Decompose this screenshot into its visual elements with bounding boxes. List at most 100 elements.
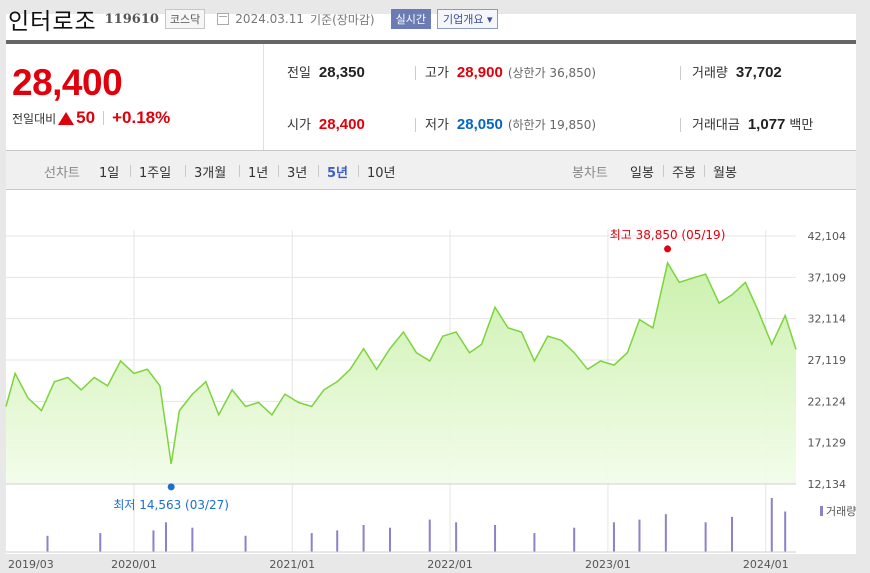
tab-1d[interactable]: 1일	[99, 166, 120, 181]
volume-bar	[244, 535, 247, 552]
divider	[103, 111, 105, 125]
volume-bar	[770, 498, 773, 552]
volume-bar	[99, 533, 102, 552]
max-annotation: 최고 38,850 (05/19)	[610, 228, 726, 242]
volume-legend-swatch	[820, 506, 823, 516]
divider	[415, 66, 416, 80]
price-change: 전일대비 50 +0.18%	[12, 108, 170, 128]
tab-3m[interactable]: 3개월	[194, 166, 227, 181]
header: 인터로조 119610 코스닥 2024.03.11 기준(장마감) 실시간 기…	[8, 2, 499, 36]
volume-bar	[731, 516, 734, 552]
divider	[185, 165, 186, 177]
divider	[680, 118, 681, 132]
min-point-marker	[167, 483, 175, 491]
volume-bar	[310, 533, 313, 552]
company-overview-button[interactable]: 기업개요 ▾	[436, 9, 499, 29]
tab-10y[interactable]: 10년	[367, 166, 396, 181]
volume-bar	[336, 530, 339, 552]
y-tick-label: 32,114	[808, 313, 847, 326]
volume-bar	[152, 530, 155, 552]
divider	[704, 165, 705, 177]
tab-monthly[interactable]: 월봉	[713, 166, 737, 181]
divider	[278, 165, 279, 177]
stat-volume: 거래량 37,702	[692, 62, 782, 81]
volume-bar	[784, 511, 787, 552]
stat-label: 시가	[287, 118, 311, 133]
price-area	[6, 262, 796, 484]
divider	[318, 165, 319, 177]
stat-low: 저가 28,050 (하한가 19,850)	[425, 114, 596, 133]
volume-bar	[664, 514, 667, 552]
volume-bar	[533, 533, 536, 552]
tab-5y[interactable]: 5년	[327, 166, 349, 181]
up-triangle-icon	[58, 111, 75, 125]
volume-bar	[638, 519, 641, 552]
x-tick-label: 2021/01	[269, 558, 315, 571]
tab-daily[interactable]: 일봉	[630, 166, 654, 181]
volume-bar	[428, 519, 431, 552]
current-price: 28,400	[12, 62, 123, 103]
volume-bar	[494, 525, 497, 552]
current-price-box: 28,400 전일대비 50 +0.18%	[6, 44, 264, 150]
volume-bar	[704, 522, 707, 552]
stat-label: 고가	[425, 66, 449, 81]
y-tick-label: 22,124	[808, 395, 847, 408]
upper-limit: (상한가 36,850)	[507, 66, 597, 80]
stat-value: 37,702	[735, 64, 782, 81]
stat-value: 28,350	[318, 64, 365, 81]
stat-label: 거래량	[692, 66, 728, 81]
volume-bar	[612, 522, 615, 552]
lower-limit: (하한가 19,850)	[507, 118, 597, 132]
stat-value: 1,077	[747, 116, 786, 133]
candle-chart-label: 봉차트	[572, 166, 608, 181]
max-point-marker	[664, 245, 672, 253]
tab-3y[interactable]: 3년	[287, 166, 308, 181]
tab-weekly[interactable]: 주봉	[672, 166, 696, 181]
volume-bar	[362, 525, 365, 552]
stat-label: 저가	[425, 118, 449, 133]
x-tick-label: 2020/01	[111, 558, 157, 571]
tab-1y[interactable]: 1년	[248, 166, 269, 181]
company-name: 인터로조	[8, 9, 97, 35]
quote-date: 2024.03.11	[235, 12, 305, 26]
y-tick-label: 27,119	[808, 354, 847, 367]
divider	[663, 165, 664, 177]
stat-value: 28,900	[456, 64, 503, 81]
y-tick-label: 17,129	[808, 437, 847, 450]
quote-basis: 기준(장마감)	[310, 12, 375, 27]
y-tick-label: 12,134	[808, 478, 847, 491]
chart-period-tabs: 선차트 1일 1주일 3개월 1년 3년 5년 10년 봉차트 일봉 주봉 월봉	[6, 150, 856, 190]
stat-unit: 백만	[789, 118, 814, 133]
quote-stats: 전일 28,350 고가 28,900 (상한가 36,850) 거래량 37,…	[265, 44, 856, 150]
volume-bar	[455, 522, 458, 552]
header-divider	[6, 40, 856, 44]
divider	[239, 165, 240, 177]
calendar-icon	[217, 13, 230, 25]
stat-value: 28,400	[318, 116, 365, 133]
stat-prev-close: 전일 28,350	[287, 62, 365, 81]
price-line	[5, 260, 797, 465]
stat-label: 전일	[287, 66, 311, 81]
y-tick-label: 42,104	[808, 230, 847, 243]
x-tick-label: 2022/01	[427, 558, 473, 571]
x-tick-label: 2024/01	[743, 558, 789, 571]
x-tick-label: 2023/01	[585, 558, 631, 571]
divider	[130, 165, 131, 177]
divider	[415, 118, 416, 132]
change-amount: 50	[76, 108, 96, 127]
change-percent: +0.18%	[112, 108, 171, 127]
market-badge: 코스닥	[164, 9, 206, 29]
line-chart-label: 선차트	[44, 166, 80, 181]
volume-bar	[191, 527, 194, 552]
x-tick-label: 2019/03	[8, 558, 54, 571]
stock-code: 119610	[104, 11, 159, 27]
volume-bar	[164, 522, 167, 552]
tab-1w[interactable]: 1주일	[139, 166, 172, 181]
min-annotation: 최저 14,563 (03/27)	[113, 498, 229, 512]
divider	[358, 165, 359, 177]
stat-value: 28,050	[456, 116, 503, 133]
stat-turnover: 거래대금 1,077 백만	[692, 114, 813, 133]
stat-open: 시가 28,400	[287, 114, 365, 133]
realtime-button[interactable]: 실시간	[390, 9, 431, 29]
